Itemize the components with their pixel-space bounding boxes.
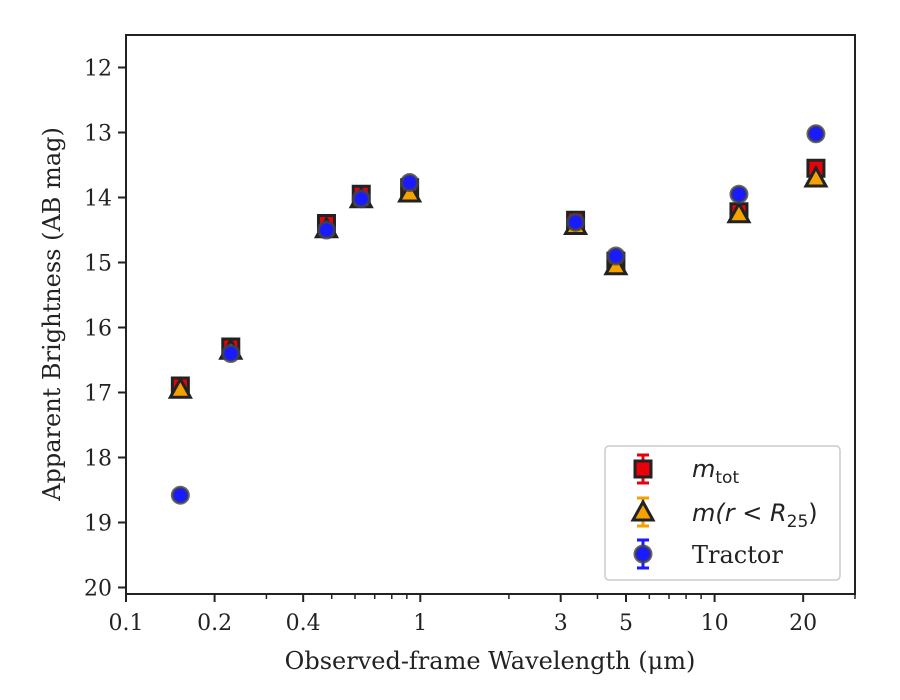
legend: mtot m(r < R25) Tractor	[604, 445, 841, 581]
x-tick-label: 20	[789, 611, 817, 636]
legend-circle-marker	[633, 544, 653, 564]
x-tick-label: 5	[619, 611, 633, 636]
y-tick-label: 16	[84, 317, 112, 342]
y-tick-label: 14	[84, 187, 112, 212]
y-tick-label: 20	[84, 577, 112, 602]
tractor-point	[729, 184, 749, 204]
legend-markers	[630, 453, 656, 570]
plot-frame	[125, 34, 856, 595]
data-marks	[167, 124, 829, 505]
m-r25-point	[803, 164, 829, 188]
tractor-point	[351, 189, 371, 209]
x-tick-label: 0.2	[197, 611, 232, 636]
tractor-point	[170, 485, 190, 505]
tractor-point	[316, 220, 336, 240]
tractor-point	[566, 212, 586, 232]
x-axis-ticks: 0.1 0.2 0.4 1 3 5 10 20	[109, 594, 856, 636]
x-tick-label: 0.4	[286, 611, 321, 636]
legend-label-m-tot: mtot	[692, 455, 739, 488]
m-r25-point	[167, 376, 193, 399]
y-tick-label: 17	[84, 382, 112, 407]
y-tick-label: 13	[84, 122, 112, 147]
x-tick-label: 10	[701, 611, 729, 636]
y-axis-label: Apparent Brightness (AB mag)	[38, 127, 66, 502]
legend-box	[604, 445, 841, 581]
tractor-point	[606, 246, 626, 266]
legend-square-marker	[633, 459, 653, 479]
y-tick-label: 15	[84, 252, 112, 277]
m-r25-point	[726, 200, 752, 224]
legend-triangle-marker	[630, 498, 656, 522]
x-axis-label: Observed-frame Wavelength (μm)	[285, 647, 696, 675]
y-tick-label: 19	[84, 512, 112, 537]
tractor-point	[806, 124, 826, 144]
legend-label-m-r25: m(r < R25)	[692, 499, 818, 532]
y-tick-label: 18	[84, 447, 112, 472]
legend-label-tractor: Tractor	[692, 541, 783, 569]
tractor-point	[400, 173, 420, 193]
tractor-point	[221, 344, 241, 363]
x-tick-label: 3	[554, 611, 568, 636]
y-tick-label: 12	[84, 57, 112, 82]
x-tick-label: 1	[413, 611, 427, 636]
x-tick-label: 0.1	[109, 611, 144, 636]
y-axis-ticks: 12 13 14 15 16 17 18 19 20	[84, 57, 126, 602]
